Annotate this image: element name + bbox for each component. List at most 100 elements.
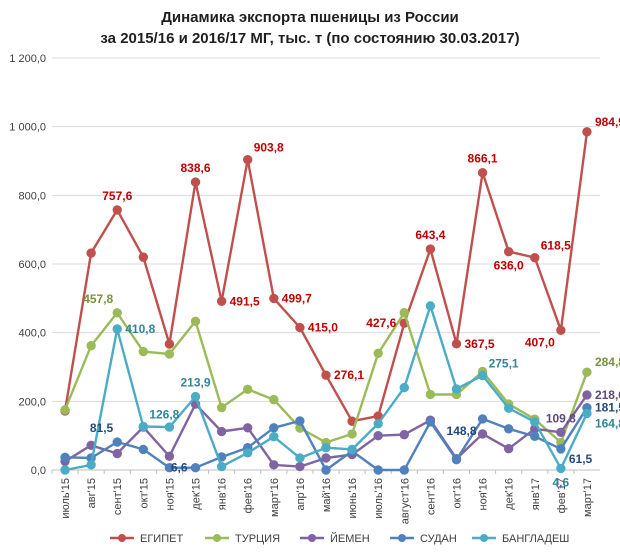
data-label: 218,6 bbox=[595, 388, 620, 402]
data-point bbox=[503, 403, 514, 413]
data-point bbox=[269, 394, 279, 405]
legend-item: ЕГИПЕТ bbox=[110, 533, 183, 545]
data-point bbox=[582, 367, 592, 377]
data-label: 109,8 bbox=[546, 411, 576, 425]
data-point bbox=[164, 451, 175, 461]
data-point bbox=[530, 252, 540, 263]
data-point bbox=[295, 461, 305, 472]
data-point bbox=[60, 405, 70, 415]
data-point bbox=[164, 349, 175, 359]
legend-label: ЕГИПЕТ bbox=[140, 533, 183, 545]
legend-marker bbox=[308, 534, 316, 542]
data-point bbox=[112, 448, 122, 459]
data-point bbox=[295, 416, 305, 426]
data-point bbox=[425, 244, 436, 254]
data-point bbox=[216, 402, 227, 413]
x-tick-label: окт'16 bbox=[451, 478, 463, 508]
data-point bbox=[451, 384, 462, 394]
y-tick-label: 600,0 bbox=[18, 259, 46, 271]
data-point bbox=[112, 205, 122, 215]
legend-label: СУДАН bbox=[420, 533, 457, 545]
x-tick-label: апр'16 bbox=[295, 478, 307, 511]
y-tick-label: 1 000,0 bbox=[9, 122, 46, 134]
series-lines bbox=[60, 127, 592, 475]
data-label: 276,1 bbox=[334, 368, 364, 382]
y-tick-label: 1 200,0 bbox=[9, 53, 46, 65]
data-point bbox=[477, 167, 488, 178]
data-point bbox=[399, 429, 409, 440]
data-point bbox=[399, 382, 409, 393]
x-tick-label: июнь'16 bbox=[347, 478, 359, 519]
x-tick-label: июль'16 bbox=[373, 478, 385, 519]
data-point bbox=[425, 301, 436, 311]
legend-marker bbox=[118, 534, 126, 542]
data-point bbox=[556, 444, 566, 454]
x-tick-label: авг'15 bbox=[86, 478, 98, 508]
data-label: 407,0 bbox=[525, 335, 555, 349]
legend-marker bbox=[398, 534, 406, 542]
data-point bbox=[503, 444, 514, 454]
data-point bbox=[321, 465, 331, 475]
data-point bbox=[373, 418, 383, 429]
x-tick-label: март'17 bbox=[582, 478, 594, 517]
data-point bbox=[451, 339, 462, 349]
data-label: 866,1 bbox=[468, 152, 498, 166]
data-point bbox=[503, 424, 514, 434]
data-label: 457,8 bbox=[83, 292, 113, 306]
data-point bbox=[373, 348, 383, 358]
data-point bbox=[190, 316, 201, 327]
data-label: 643,4 bbox=[415, 228, 445, 242]
data-point bbox=[216, 426, 227, 437]
data-point bbox=[347, 444, 357, 455]
data-label: 164,8 bbox=[595, 416, 620, 430]
data-label: 81,5 bbox=[90, 421, 114, 435]
data-point bbox=[243, 423, 253, 433]
data-point bbox=[269, 423, 279, 433]
data-label: 984,9 bbox=[595, 115, 620, 129]
data-label: 181,5 bbox=[595, 401, 620, 415]
data-point bbox=[60, 465, 70, 475]
data-point bbox=[582, 390, 592, 400]
legend-marker bbox=[213, 534, 221, 542]
data-label: 415,0 bbox=[308, 321, 338, 335]
data-label: 213,9 bbox=[181, 376, 211, 390]
data-point bbox=[190, 391, 201, 402]
data-point bbox=[216, 461, 227, 472]
data-point bbox=[243, 448, 253, 458]
data-point bbox=[295, 322, 305, 333]
axes: 0,0 200,0 400,0 600,0 800,0 1 000,0 1 200,0 июл… bbox=[9, 53, 600, 524]
legend: ЕГИПЕТ ТУРЦИЯ ЙЕМЕН СУДАН БАНГЛАДЕШ bbox=[110, 532, 569, 545]
data-point bbox=[112, 324, 122, 334]
data-point bbox=[347, 429, 357, 439]
data-label: 491,5 bbox=[230, 294, 260, 308]
legend-item: ТУРЦИЯ bbox=[205, 533, 280, 545]
x-tick-label: ноя'15 bbox=[164, 478, 176, 510]
data-point bbox=[138, 346, 149, 357]
x-tick-label: август'16 bbox=[399, 478, 411, 524]
data-point bbox=[164, 339, 175, 349]
data-label: 903,8 bbox=[254, 141, 284, 155]
data-label: 757,6 bbox=[102, 189, 132, 203]
x-tick-label: дек'16 bbox=[504, 478, 516, 510]
data-point bbox=[530, 431, 540, 442]
data-point bbox=[477, 414, 488, 424]
y-tick-label: 800,0 bbox=[18, 190, 46, 202]
data-label: 284,8 bbox=[595, 355, 620, 369]
data-point bbox=[216, 296, 227, 306]
x-tick-label: сент'15 bbox=[112, 478, 124, 515]
data-label: 838,6 bbox=[181, 161, 211, 175]
data-point bbox=[164, 422, 175, 432]
y-tick-label: 200,0 bbox=[18, 396, 46, 408]
data-point bbox=[269, 293, 279, 304]
legend-item: БАНГЛАДЕШ bbox=[472, 533, 569, 545]
data-point bbox=[321, 442, 331, 453]
data-point bbox=[190, 177, 201, 187]
x-tick-label: фев'17 bbox=[556, 478, 568, 513]
x-tick-label: фев'16 bbox=[243, 478, 255, 513]
data-label: 367,5 bbox=[464, 337, 494, 351]
data-point bbox=[86, 341, 96, 351]
x-tick-label: янв'16 bbox=[217, 478, 229, 510]
data-label: 126,8 bbox=[149, 407, 179, 421]
legend-label: БАНГЛАДЕШ bbox=[502, 533, 569, 545]
